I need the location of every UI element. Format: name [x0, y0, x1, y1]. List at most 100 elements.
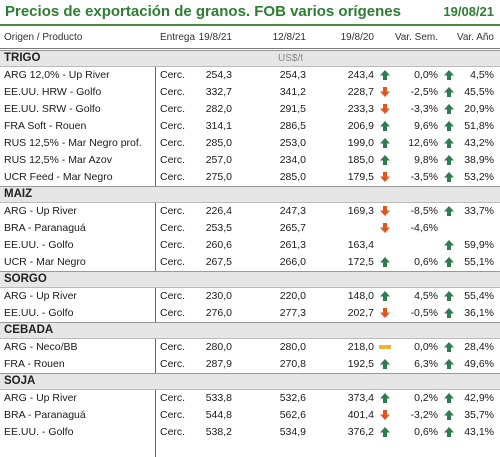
- entrega-cell: Cerc.: [160, 205, 186, 217]
- var-week-cell: -3,2%: [410, 409, 438, 421]
- origin-cell: EE.UU. - Golfo: [4, 307, 74, 319]
- origin-cell: FRA - Rouen: [4, 358, 65, 370]
- price-week-ago-cell: 285,0: [279, 171, 306, 183]
- var-year-cell: 4,5%: [470, 69, 494, 81]
- price-current-cell: 538,2: [205, 426, 232, 438]
- price-current-cell: 544,8: [205, 409, 232, 421]
- entrega-cell: Cerc.: [160, 358, 186, 370]
- price-current-cell: 276,0: [205, 307, 232, 319]
- price-week-ago-cell: 286,5: [279, 120, 306, 132]
- price-week-ago-cell: 277,3: [279, 307, 306, 319]
- up-arrow-icon: [443, 69, 455, 81]
- var-year-cell: 20,9%: [464, 103, 494, 115]
- origin-cell: ARG - Up River: [4, 290, 77, 302]
- var-week-cell: 0,6%: [414, 256, 438, 268]
- table-row: EE.UU. - Golfo Cerc. 276,0 277,3 202,7 -0,5% 3…: [0, 305, 500, 322]
- price-week-ago-cell: 270,8: [279, 358, 306, 370]
- price-week-ago-cell: 265,7: [279, 222, 306, 234]
- entrega-cell: Cerc.: [160, 239, 186, 251]
- up-arrow-icon: [443, 290, 455, 302]
- price-year-ago-cell: 169,3: [347, 205, 374, 217]
- price-week-ago-cell: 532,6: [279, 392, 306, 404]
- var-week-cell: -8,5%: [410, 205, 438, 217]
- section-header-maiz: MAIZ: [0, 186, 500, 203]
- price-current-cell: 260,6: [205, 239, 232, 251]
- down-arrow-icon: [379, 205, 391, 217]
- var-year-cell: 43,1%: [464, 426, 494, 438]
- price-year-ago-cell: 148,0: [347, 290, 374, 302]
- header-date-1: 19/8/21: [198, 32, 232, 43]
- var-week-cell: 9,8%: [414, 154, 438, 166]
- price-current-cell: 267,5: [205, 256, 232, 268]
- down-arrow-icon: [379, 222, 391, 234]
- price-current-cell: 282,0: [205, 103, 232, 115]
- origin-cell: ARG - Up River: [4, 392, 77, 404]
- price-current-cell: 533,8: [205, 392, 232, 404]
- price-week-ago-cell: 341,2: [279, 86, 306, 98]
- price-week-ago-cell: 291,5: [279, 103, 306, 115]
- header-date-2: 12/8/21: [272, 32, 306, 43]
- price-year-ago-cell: 179,5: [347, 171, 374, 183]
- var-week-cell: -3,5%: [410, 171, 438, 183]
- up-arrow-icon: [379, 426, 391, 438]
- price-year-ago-cell: 228,7: [347, 86, 374, 98]
- var-year-cell: 51,8%: [464, 120, 494, 132]
- header-var-sem: Var. Sem.: [394, 32, 438, 43]
- table-header: Origen / Producto Entrega 19/8/21 12/8/2…: [0, 27, 500, 49]
- price-current-cell: 230,0: [205, 290, 232, 302]
- table-row: EE.UU. - Golfo Cerc. 260,6 261,3 163,4 59,9%: [0, 237, 500, 254]
- var-year-cell: 28,4%: [464, 341, 494, 353]
- up-arrow-icon: [443, 103, 455, 115]
- header-var-ano: Var. Año: [456, 32, 494, 43]
- up-arrow-icon: [443, 392, 455, 404]
- table-row: ARG - Neco/BB Cerc. 280,0 280,0 218,0 0,0% 28,…: [0, 339, 500, 356]
- price-year-ago-cell: 172,5: [347, 256, 374, 268]
- entrega-cell: Cerc.: [160, 137, 186, 149]
- up-arrow-icon: [443, 171, 455, 183]
- origin-cell: ARG 12,0% - Up River: [4, 69, 110, 81]
- down-arrow-icon: [379, 86, 391, 98]
- origin-cell: EE.UU. - Golfo: [4, 426, 74, 438]
- price-week-ago-cell: 266,0: [279, 256, 306, 268]
- origin-cell: RUS 12,5% - Mar Negro prof.: [4, 137, 142, 149]
- section-label: MAIZ: [4, 188, 33, 200]
- section-label: TRIGO: [4, 52, 41, 64]
- var-year-cell: 38,9%: [464, 154, 494, 166]
- price-year-ago-cell: 401,4: [347, 409, 374, 421]
- section-header-trigo: TRIGO US$/t: [0, 50, 500, 67]
- up-arrow-icon: [443, 341, 455, 353]
- var-week-cell: 9,6%: [414, 120, 438, 132]
- origin-cell: BRA - Paranaguá: [4, 409, 86, 421]
- var-week-cell: -0,5%: [410, 307, 438, 319]
- price-current-cell: 254,3: [205, 69, 232, 81]
- price-current-cell: 287,9: [205, 358, 232, 370]
- price-current-cell: 314,1: [205, 120, 232, 132]
- table-row: ARG - Up River Cerc. 226,4 247,3 169,3 -8,5% 3…: [0, 203, 500, 220]
- table-row: EE.UU. SRW - Golfo Cerc. 282,0 291,5 233,3 -3…: [0, 101, 500, 118]
- table-row: RUS 12,5% - Mar Azov Cerc. 257,0 234,0 185,0…: [0, 152, 500, 169]
- var-week-cell: 0,0%: [414, 341, 438, 353]
- table-row: UCR Feed - Mar Negro Cerc. 275,0 285,0 179,5…: [0, 169, 500, 186]
- entrega-cell: Cerc.: [160, 409, 186, 421]
- origin-cell: EE.UU. - Golfo: [4, 239, 74, 251]
- table-row: FRA Soft - Rouen Cerc. 314,1 286,5 206,9 9,6%…: [0, 118, 500, 135]
- price-year-ago-cell: 233,3: [347, 103, 374, 115]
- up-arrow-icon: [443, 409, 455, 421]
- price-year-ago-cell: 192,5: [347, 358, 374, 370]
- table-row: ARG - Up River Cerc. 533,8 532,6 373,4 0,2% 42…: [0, 390, 500, 407]
- price-year-ago-cell: 202,7: [347, 307, 374, 319]
- page-title: Precios de exportación de granos. FOB va…: [5, 3, 401, 20]
- entrega-cell: Cerc.: [160, 307, 186, 319]
- down-arrow-icon: [379, 103, 391, 115]
- entrega-cell: Cerc.: [160, 426, 186, 438]
- up-arrow-icon: [443, 426, 455, 438]
- price-current-cell: 226,4: [205, 205, 232, 217]
- up-arrow-icon: [379, 69, 391, 81]
- down-arrow-icon: [379, 171, 391, 183]
- up-arrow-icon: [443, 239, 455, 251]
- var-week-cell: 4,5%: [414, 290, 438, 302]
- var-week-cell: -2,5%: [410, 86, 438, 98]
- unit-label: US$/t: [278, 53, 304, 64]
- section-header-sorgo: SORGO: [0, 271, 500, 288]
- entrega-cell: Cerc.: [160, 86, 186, 98]
